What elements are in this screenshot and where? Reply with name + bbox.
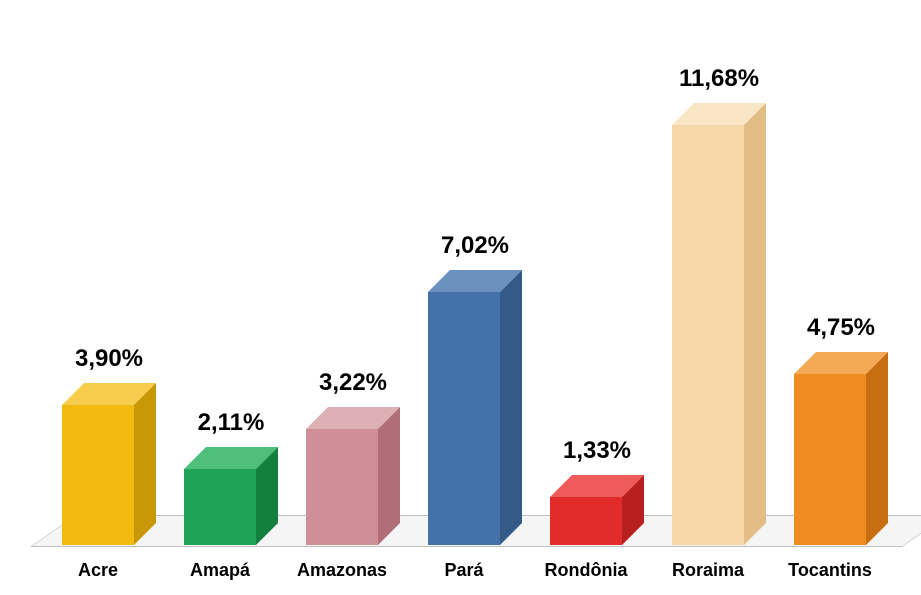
bar-front <box>62 405 134 545</box>
bar-side <box>134 383 156 545</box>
value-label: 2,11% <box>151 409 311 437</box>
bar-front <box>428 292 500 545</box>
value-label: 11,68% <box>639 65 799 93</box>
bar-front <box>184 469 256 545</box>
bar-side <box>500 270 522 545</box>
bar-front <box>306 429 378 545</box>
value-label: 1,33% <box>517 437 677 465</box>
bar-acre <box>62 383 156 545</box>
value-label: 7,02% <box>395 232 555 260</box>
bar-front <box>550 497 622 545</box>
bar-amazonas <box>306 407 400 545</box>
bar-amapá <box>184 447 278 545</box>
bar-front <box>672 125 744 545</box>
bar-tocantins <box>794 352 888 545</box>
value-label: 3,90% <box>29 345 189 373</box>
value-label: 3,22% <box>273 369 433 397</box>
bar-front <box>794 374 866 545</box>
bar-roraima <box>672 103 766 545</box>
bar-side <box>378 407 400 545</box>
bar-rondônia <box>550 475 644 545</box>
value-label: 4,75% <box>761 314 921 342</box>
bar-chart: 3,90%2,11%3,22%7,02%1,33%11,68%4,75% Acr… <box>0 0 921 595</box>
bar-pará <box>428 270 522 545</box>
bar-side <box>866 352 888 545</box>
category-label: Tocantins <box>750 560 910 581</box>
